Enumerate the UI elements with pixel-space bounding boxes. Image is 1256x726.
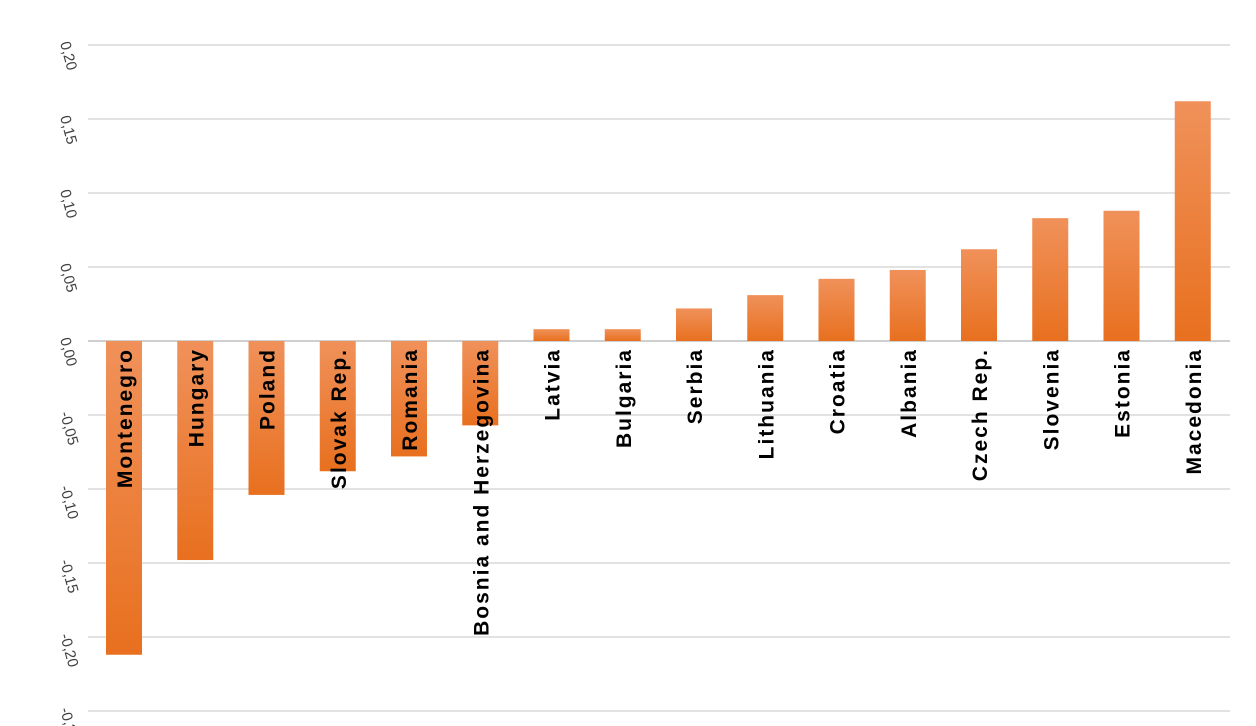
bar-estonia bbox=[1103, 210, 1140, 341]
y-tick-label: 0,20 bbox=[56, 40, 80, 73]
bar-czech-rep bbox=[961, 249, 997, 341]
bar-slovenia bbox=[1032, 218, 1069, 341]
bar-macedonia bbox=[1174, 101, 1211, 342]
y-tick-label: -0,15 bbox=[56, 558, 81, 595]
bars bbox=[106, 101, 1211, 655]
category-label: Serbia bbox=[684, 348, 707, 424]
bar-serbia bbox=[676, 308, 712, 341]
category-label: Montenegro bbox=[114, 348, 137, 488]
category-label: Bosnia and Herzegovina bbox=[470, 348, 493, 636]
category-label: Lithuania bbox=[755, 348, 778, 459]
bar-poland bbox=[248, 341, 285, 495]
category-labels: Montenegro Hungary Poland Slovak Rep. Romani… bbox=[114, 348, 1206, 636]
y-tick-label: 0,00 bbox=[56, 336, 80, 369]
category-label: Czech Rep. bbox=[969, 348, 992, 481]
y-axis-tick-labels: 0,20 0,15 0,10 0,05 0,00 -0,05 -0,10 -0,15 -0,20… bbox=[56, 40, 81, 726]
y-tick-label: -0,20 bbox=[56, 632, 81, 669]
category-label: Macedonia bbox=[1183, 348, 1206, 475]
category-label: Hungary bbox=[185, 348, 208, 447]
y-tick-label: -0,25 bbox=[56, 706, 81, 726]
bar-bulgaria bbox=[604, 329, 641, 341]
category-label: Latvia bbox=[542, 348, 565, 421]
bar-croatia bbox=[818, 278, 855, 341]
category-label: Albania bbox=[898, 348, 921, 438]
category-label: Bulgaria bbox=[613, 348, 636, 448]
category-label: Poland bbox=[257, 348, 280, 430]
y-tick-label: -0,10 bbox=[56, 484, 81, 521]
category-label: Romania bbox=[399, 348, 422, 451]
bar-romania bbox=[391, 341, 427, 457]
bar-albania bbox=[889, 269, 926, 341]
bar-slovak-rep bbox=[319, 341, 356, 472]
y-tick-label: 0,05 bbox=[56, 262, 80, 295]
bar-montenegro bbox=[106, 341, 142, 655]
bar-hungary bbox=[177, 341, 214, 561]
bar-bosnia-and-herzegovina bbox=[462, 341, 499, 426]
category-label: Slovak Rep. bbox=[328, 348, 351, 489]
category-label: Croatia bbox=[827, 348, 850, 434]
y-tick-label: 0,15 bbox=[56, 114, 80, 147]
y-tick-label: 0,10 bbox=[56, 188, 80, 221]
category-label: Slovenia bbox=[1040, 348, 1063, 450]
bar-latvia bbox=[533, 329, 570, 341]
bar-lithuania bbox=[747, 295, 784, 341]
category-label: Estonia bbox=[1112, 348, 1135, 438]
y-tick-label: -0,05 bbox=[56, 410, 81, 447]
